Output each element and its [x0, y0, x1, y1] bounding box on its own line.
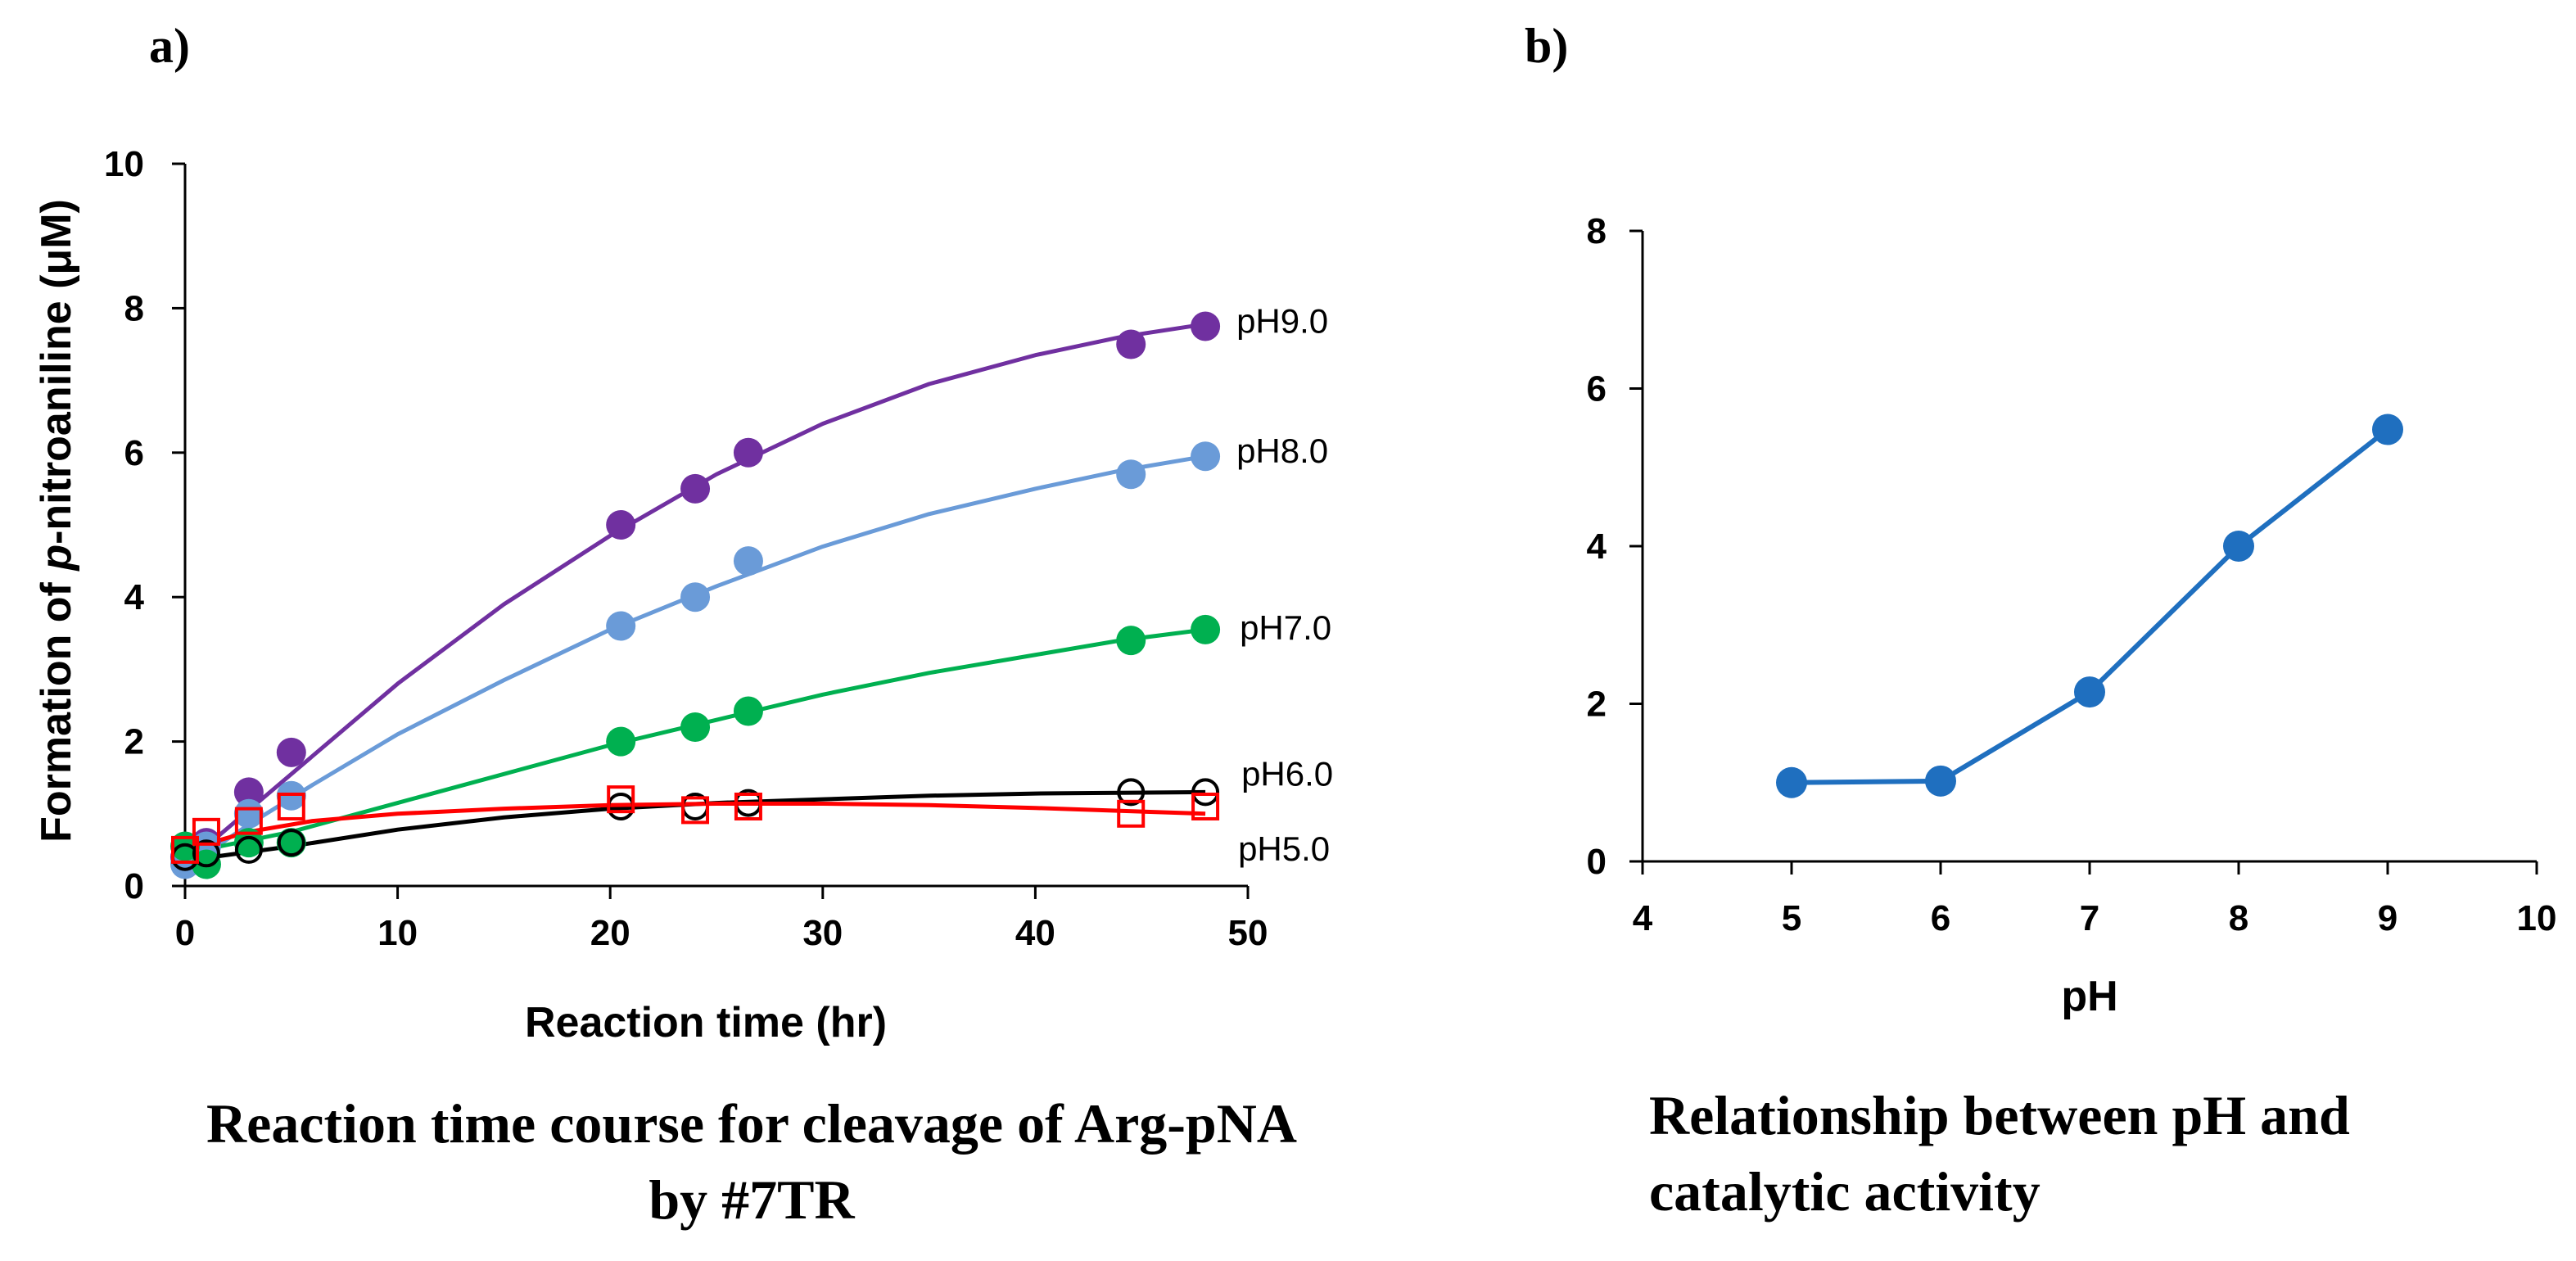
y-tick-label: 8 [1587, 211, 1607, 251]
data-point-pH8.0 [606, 611, 636, 641]
data-point-pH-5 [1776, 766, 1807, 798]
data-point-pH5.0 [1191, 792, 1220, 820]
panel-a-chart: a) 0 10 20 30 40 50 0 2 4 6 8 10 pH9.0 pH8.0 pH7.0 pH6… [33, 19, 1333, 1231]
data-point-pH5.0 [607, 785, 635, 814]
data-point-pH-7 [2074, 676, 2105, 708]
panel-b-chart: b) 4 5 6 7 8 9 10 0 2 4 6 8 pH Relationship between… [1525, 19, 2556, 1223]
x-tick-label: 10 [377, 913, 418, 953]
series-label-pH9.0: pH9.0 [1236, 301, 1328, 340]
y-title-suffix: -nitroaniline (μM) [33, 199, 80, 545]
y-tick-label: 0 [1587, 842, 1607, 882]
data-point-pH7.0 [733, 696, 763, 726]
y-tick-label: 10 [104, 144, 144, 184]
data-point-pH7.0 [233, 828, 264, 858]
series-label-pH6.0: pH6.0 [1241, 754, 1333, 793]
data-point-pH7.0 [1116, 626, 1146, 656]
x-tick-label: 10 [2517, 898, 2557, 938]
panel-a-x-axis-title: Reaction time (hr) [525, 999, 887, 1046]
y-tick-label: 4 [1587, 527, 1607, 567]
x-tick-label: 40 [1015, 913, 1055, 953]
data-point-pH8.0 [1191, 441, 1221, 472]
panel-b-x-axis-title: pH [2061, 973, 2117, 1020]
series-label-pH5.0: pH5.0 [1238, 829, 1330, 868]
activity-line [1791, 427, 2389, 785]
panel-a-axes: 0 10 20 30 40 50 0 2 4 6 8 10 [104, 144, 1268, 953]
data-point-pH8.0 [733, 546, 763, 576]
series-label-pH8.0: pH8.0 [1236, 432, 1328, 470]
data-point-pH9.0 [1116, 329, 1146, 359]
panel-a-fit-curves [183, 322, 1206, 870]
data-point-pH8.0 [1116, 459, 1146, 490]
fit-curve-pH5.0 [184, 801, 1206, 852]
data-point-pH9.0 [276, 737, 306, 767]
fit-curve-pH7.0 [184, 627, 1206, 856]
data-point-pH9.0 [1191, 311, 1221, 341]
x-tick-label: 8 [2229, 898, 2248, 938]
x-tick-label: 9 [2378, 898, 2397, 938]
x-tick-label: 30 [802, 913, 843, 953]
y-tick-label: 4 [124, 577, 145, 617]
panel-a-caption-line-2: by #7TR [649, 1168, 855, 1231]
x-tick-label: 4 [1633, 898, 1653, 938]
data-point-pH6.0 [234, 835, 263, 864]
data-point-pH-8 [2223, 531, 2254, 562]
x-tick-label: 0 [175, 913, 195, 953]
data-point-pH7.0 [606, 726, 636, 757]
data-point-pH-6 [1925, 765, 1956, 797]
data-point-pH5.0 [277, 792, 305, 820]
data-point-pH5.0 [681, 796, 710, 825]
y-title-italic-p: p [33, 545, 80, 572]
x-tick-label: 7 [2080, 898, 2099, 938]
x-tick-label: 5 [1782, 898, 1801, 938]
y-tick-label: 6 [124, 433, 144, 473]
data-point-pH7.0 [680, 712, 711, 742]
y-title-prefix: Formation of [33, 571, 80, 843]
panel-a-y-axis-title: Formation of p-nitroaniline (μM) [33, 199, 80, 843]
x-tick-label: 6 [1931, 898, 1950, 938]
y-tick-label: 0 [124, 866, 144, 906]
series-label-pH7.0: pH7.0 [1240, 608, 1331, 647]
data-point-pH5.0 [171, 835, 199, 864]
data-point-pH8.0 [233, 798, 264, 829]
x-tick-label: 50 [1228, 913, 1268, 953]
data-point-pH7.0 [1191, 614, 1221, 644]
data-point-pH5.0 [734, 792, 762, 820]
panel-b-caption-line-1: Relationship between pH and [1649, 1084, 2350, 1146]
data-point-pH8.0 [680, 582, 711, 612]
data-point-pH7.0 [276, 828, 306, 858]
data-point-pH6.0 [1117, 778, 1146, 807]
data-point-pH5.0 [192, 817, 220, 846]
fit-curve-pH9.0 [183, 322, 1206, 866]
y-tick-label: 2 [1587, 685, 1607, 725]
panel-a-label: a) [149, 19, 190, 73]
panel-a-caption-line-1: Reaction time course for cleavage of Arg… [206, 1092, 1297, 1155]
data-point-pH9.0 [606, 510, 636, 540]
data-point-pH6.0 [192, 839, 220, 868]
data-point-pH-9 [2372, 414, 2403, 445]
data-point-pH6.0 [277, 829, 305, 857]
y-tick-label: 8 [124, 288, 144, 328]
data-point-pH6.0 [1191, 778, 1220, 807]
fit-curve-pH8.0 [183, 454, 1206, 870]
panel-a-series-labels: pH9.0 pH8.0 pH7.0 pH6.0 pH5.0 [1236, 301, 1333, 868]
data-point-pH9.0 [733, 437, 763, 468]
data-point-pH5.0 [1117, 799, 1146, 828]
y-tick-label: 2 [124, 722, 144, 762]
data-point-pH5.0 [234, 807, 263, 835]
panel-a-data-points [170, 311, 1221, 879]
y-tick-label: 6 [1587, 369, 1607, 409]
panel-b-caption-line-2: catalytic activity [1649, 1160, 2040, 1223]
panel-b-data-points [1776, 414, 2403, 798]
x-tick-label: 20 [590, 913, 630, 953]
data-point-pH9.0 [233, 777, 264, 807]
panel-b-label: b) [1525, 19, 1568, 73]
panel-b-line [1791, 427, 2389, 785]
panel-b-axes: 4 5 6 7 8 9 10 0 2 4 6 8 [1587, 211, 2557, 938]
data-point-pH9.0 [680, 473, 711, 504]
